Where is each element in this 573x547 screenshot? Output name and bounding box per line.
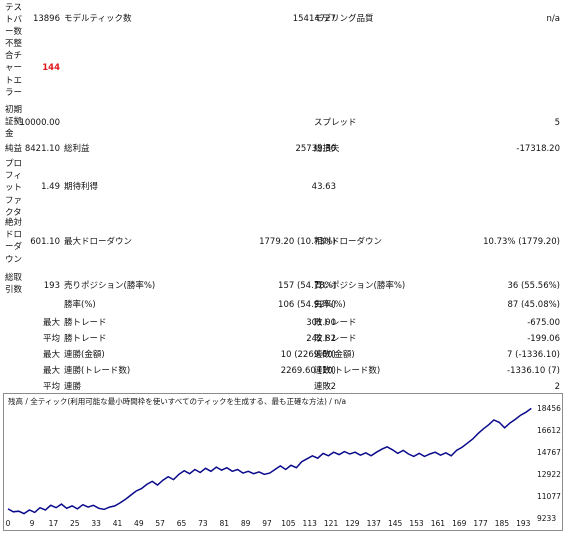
x-tick-label: 169 xyxy=(452,519,467,528)
model-ticks-label: モデルティック数 xyxy=(64,14,132,24)
initial-deposit-label: 初期証拠金 xyxy=(5,105,23,140)
short-positions-label: 売りポジション(勝率%) xyxy=(64,281,156,291)
balance-chart-svg: 18456 16612 14767 12922 11077 9233 xyxy=(7,404,561,523)
mismatch-errors-value: 144 xyxy=(42,63,60,73)
y-tick-label: 9233 xyxy=(537,514,556,523)
x-tick-label: 137 xyxy=(367,519,382,528)
maximal-drawdown-label: 最大ドローダウン xyxy=(64,237,133,247)
avg-consec-losses-label: 連敗 xyxy=(314,382,332,392)
x-tick-label: 65 xyxy=(177,519,187,528)
initial-deposit-value: 10000.00 xyxy=(19,118,60,128)
x-tick-label: 81 xyxy=(220,519,230,528)
gross-loss-value: -17318.20 xyxy=(516,144,560,154)
y-tick-label: 12922 xyxy=(537,470,561,479)
x-tick-label: 57 xyxy=(155,519,165,528)
max-consec-money-prefix: 最大 xyxy=(42,350,60,360)
x-tick-label: 89 xyxy=(241,519,251,528)
profit-factor-label: プロフィットファクタ xyxy=(5,159,23,218)
absolute-drawdown-value: 601.10 xyxy=(30,237,60,247)
avg-consec-wins-value: 2 xyxy=(330,382,336,392)
x-tick-label: 41 xyxy=(113,519,123,528)
largest-prefix: 最大 xyxy=(42,318,60,328)
expected-payoff-value: 43.63 xyxy=(311,182,336,192)
net-profit-label: 純益 xyxy=(5,144,23,154)
x-tick-label: 105 xyxy=(281,519,296,528)
x-axis: 0 9 17 25 33 41 49 57 65 73 81 89 97 105 113 121 129 137 1… xyxy=(6,519,531,528)
max-consec-wins-trades-value: 2269.60 (10) xyxy=(280,366,336,376)
balance-chart: 18456 16612 14767 12922 11077 9233 残高 / 全ティック… xyxy=(3,393,563,531)
average-loss-value: -199.06 xyxy=(527,334,560,344)
long-positions-value: 36 (55.56%) xyxy=(507,281,560,291)
loss-rate-label: 負率(%) xyxy=(314,300,346,310)
max-consec-losses-trades-label: 連敗(トレード数) xyxy=(314,366,381,376)
maximal-drawdown-value: 1779.20 (10.73%) xyxy=(259,237,336,247)
net-profit-value: 8421.10 xyxy=(24,144,60,154)
largest-win-value: 301.00 xyxy=(306,318,336,328)
win-rate-label: 勝率(%) xyxy=(64,300,96,310)
average-win-label: 勝トレード xyxy=(64,334,107,344)
x-tick-label: 73 xyxy=(198,519,208,528)
x-tick-label: 0 xyxy=(6,519,11,528)
expected-payoff-label: 期待利得 xyxy=(64,182,99,192)
x-tick-label: 17 xyxy=(49,519,59,528)
mismatch-errors-label: 不整合チャートエラー xyxy=(5,39,23,98)
spread-value: 5 xyxy=(554,118,560,128)
relative-drawdown-label: 相対ドローダウン xyxy=(314,237,383,247)
x-tick-label: 129 xyxy=(345,519,360,528)
max-consec-losses-money-value: 7 (-1336.10) xyxy=(507,350,560,360)
avg-consec-losses-value: 2 xyxy=(554,382,560,392)
y-tick-label: 14767 xyxy=(537,448,561,457)
x-tick-label: 145 xyxy=(388,519,403,528)
largest-loss-value: -675.00 xyxy=(527,318,560,328)
x-tick-label: 49 xyxy=(134,519,144,528)
long-positions-label: 買いポジション(勝率%) xyxy=(314,281,406,291)
largest-loss-label: 敗トレード xyxy=(314,318,357,328)
x-tick-label: 177 xyxy=(473,519,488,528)
max-consec-wins-trades-label: 連勝(トレード数) xyxy=(64,366,131,376)
x-tick-label: 33 xyxy=(91,519,101,528)
balance-line xyxy=(7,407,532,515)
avg-consec-wins-label: 連勝 xyxy=(64,382,82,392)
y-tick-label: 16612 xyxy=(537,426,561,435)
average-prefix: 平均 xyxy=(42,334,60,344)
x-tick-label: 9 xyxy=(30,519,35,528)
x-tick-label: 121 xyxy=(324,519,339,528)
x-tick-label: 193 xyxy=(516,519,531,528)
avg-consec-prefix: 平均 xyxy=(42,382,60,392)
gross-profit-label: 総利益 xyxy=(64,144,90,154)
profit-factor-value: 1.49 xyxy=(41,182,60,192)
relative-drawdown-value: 10.73% (1779.20) xyxy=(483,237,560,247)
max-consec-wins-money-label: 連勝(金額) xyxy=(64,350,105,360)
model-quality-label: モデリング品質 xyxy=(314,14,374,24)
spread-label: スプレッド xyxy=(314,118,357,128)
test-bars-label: テストバー数 xyxy=(5,3,23,38)
loss-rate-value: 87 (45.08%) xyxy=(507,300,560,310)
y-tick-label: 18456 xyxy=(537,404,561,413)
model-ticks-value: 15414727 xyxy=(292,14,336,24)
x-tick-label: 161 xyxy=(431,519,446,528)
x-tick-label: 153 xyxy=(409,519,424,528)
win-rate-value: 106 (54.92%) xyxy=(278,300,336,310)
total-trades-label: 総取引数 xyxy=(5,273,23,296)
gross-profit-value: 25739.30 xyxy=(295,144,336,154)
short-positions-value: 157 (54.78%) xyxy=(278,281,336,291)
max-consec-losses-money-label: 連敗(金額) xyxy=(314,350,355,360)
model-quality-value: n/a xyxy=(546,14,560,24)
max-consec-trades-prefix: 最大 xyxy=(42,366,60,376)
max-consec-wins-money-value: 10 (2269.60) xyxy=(280,350,336,360)
x-tick-label: 97 xyxy=(262,519,272,528)
average-loss-label: 敗トレード xyxy=(314,334,357,344)
largest-win-label: 勝トレード xyxy=(64,318,107,328)
average-win-value: 242.82 xyxy=(306,334,336,344)
gross-loss-label: 総損失 xyxy=(314,144,340,154)
x-tick-label: 25 xyxy=(70,519,80,528)
x-tick-label: 113 xyxy=(303,519,318,528)
x-tick-label: 185 xyxy=(495,519,510,528)
y-tick-label: 11077 xyxy=(537,492,561,501)
test-bars-value: 13896 xyxy=(32,14,60,24)
max-consec-losses-trades-value: -1336.10 (7) xyxy=(507,366,560,376)
total-trades-value: 193 xyxy=(43,281,60,291)
chart-title: 残高 / 全ティック(利用可能な最小時間枠を使いすべてのティックを生成する、最も… xyxy=(8,397,347,406)
absolute-drawdown-label: 絶対ドローダウン xyxy=(5,218,23,265)
